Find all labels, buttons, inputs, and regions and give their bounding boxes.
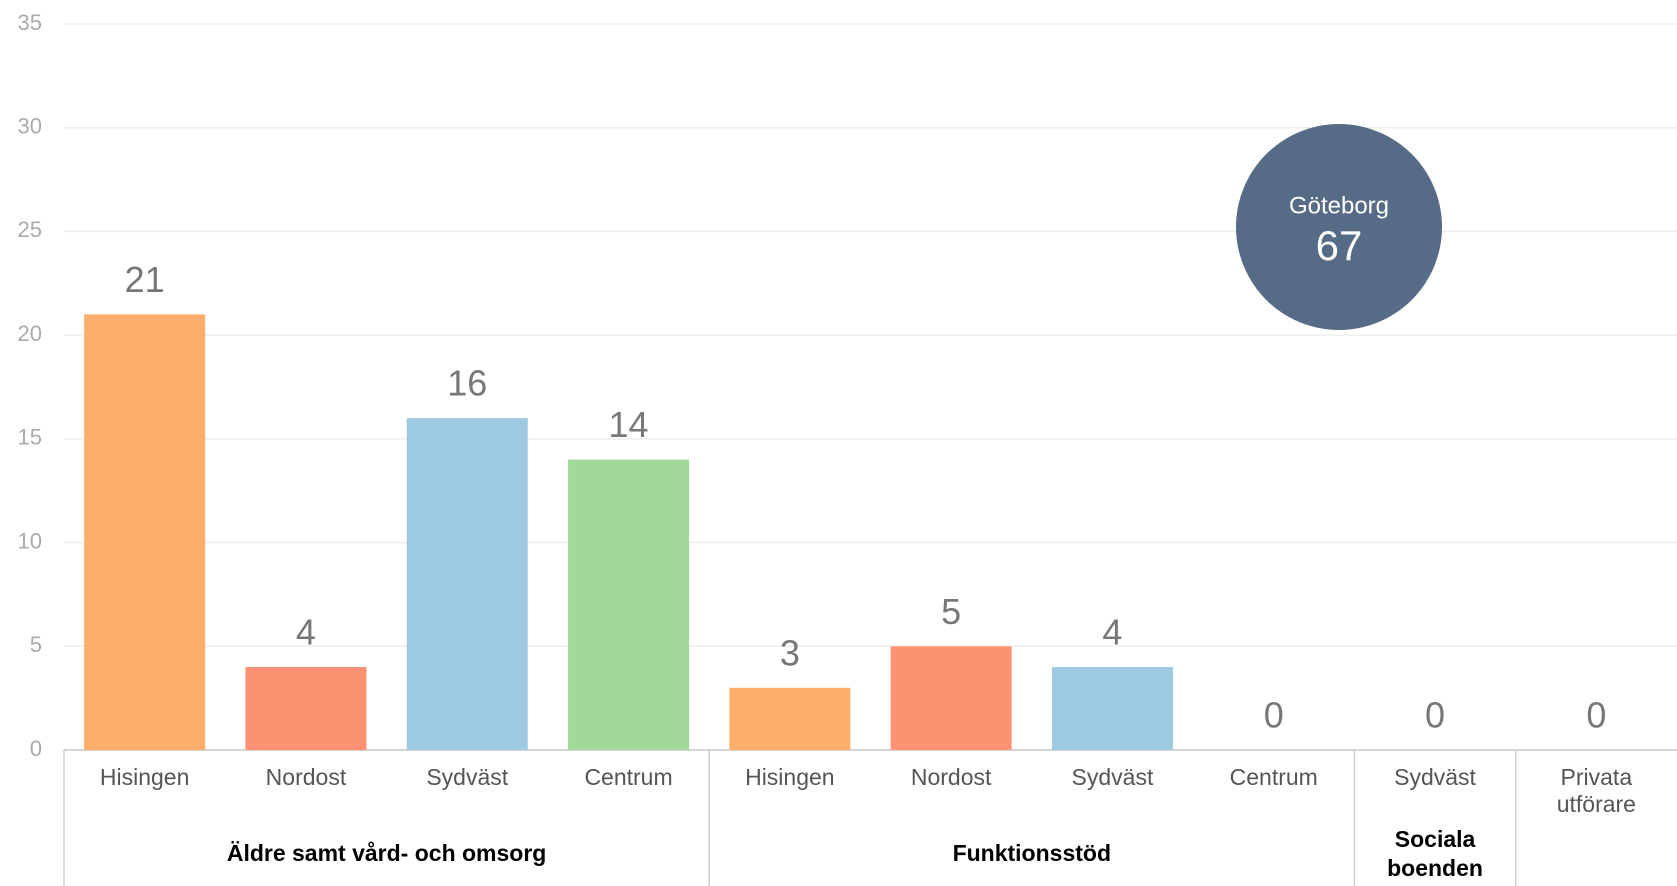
x-tick-label: Sydväst	[1394, 764, 1476, 790]
value-label: 21	[125, 259, 165, 300]
value-label: 4	[296, 612, 316, 653]
bar	[406, 418, 528, 750]
bar	[890, 646, 1012, 750]
value-label: 14	[609, 404, 649, 445]
value-label: 3	[780, 632, 800, 673]
y-tick-label: 0	[30, 736, 42, 761]
bar	[729, 687, 851, 750]
bar	[245, 667, 367, 750]
group-label: Funktionsstöd	[952, 840, 1111, 866]
value-label: 0	[1425, 695, 1445, 736]
group-label: Äldre samt vård- och omsorg	[226, 840, 547, 866]
x-tick-label: Hisingen	[745, 764, 835, 790]
y-tick-label: 25	[18, 217, 42, 242]
x-tick-label: Sydväst	[1071, 764, 1154, 790]
x-tick-label: Nordost	[265, 764, 347, 790]
y-tick-label: 15	[18, 425, 42, 450]
y-tick-label: 20	[18, 321, 42, 346]
value-label: 4	[1102, 612, 1122, 653]
x-tick-label: Centrum	[584, 764, 673, 790]
annotation-label: Göteborg	[1289, 192, 1389, 219]
x-tick-label: Hisingen	[99, 764, 190, 790]
y-tick-label: 30	[18, 114, 42, 139]
y-tick-label: 5	[30, 632, 42, 657]
x-tick-label: Nordost	[910, 764, 992, 790]
bar	[1051, 667, 1173, 750]
annotation-value: 67	[1316, 222, 1363, 269]
group-label: Sociala boenden	[1387, 826, 1483, 881]
x-tick-label: Centrum	[1229, 764, 1318, 790]
x-tick-label: Privata utförare	[1556, 764, 1636, 817]
value-label: 5	[941, 591, 961, 632]
y-tick-label: 10	[18, 528, 42, 553]
y-tick-label: 35	[18, 10, 42, 35]
value-label: 0	[1264, 695, 1284, 736]
value-label: 16	[447, 363, 487, 404]
bar	[84, 314, 206, 750]
value-label: 0	[1586, 695, 1606, 736]
x-tick-label: Sydväst	[426, 764, 509, 790]
annotation-bubble	[1236, 124, 1442, 330]
bar	[568, 459, 690, 750]
